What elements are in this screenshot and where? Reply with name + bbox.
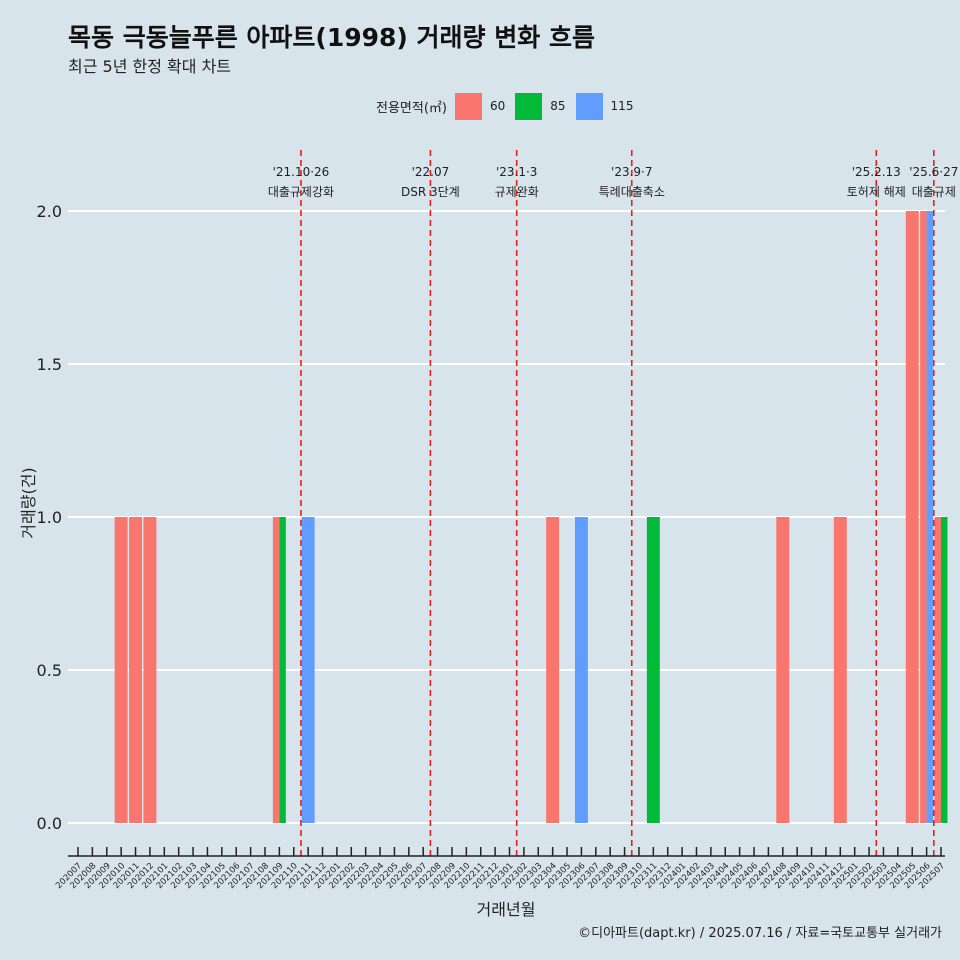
event-date-4: '25.2.13: [852, 165, 901, 179]
bar-115-202306: [574, 517, 588, 823]
bar-115-202111: [301, 517, 315, 823]
bar-60-202304: [546, 517, 560, 823]
y-tick-label: 2.0: [37, 202, 62, 221]
legend-label-85: 85: [550, 99, 566, 113]
bar-60-202012: [143, 517, 157, 823]
event-date-1: '22.07: [412, 165, 450, 179]
event-date-0: '21.10·26: [273, 165, 330, 179]
legend-item-85: 85: [515, 92, 567, 120]
event-date-3: '23.9·7: [611, 165, 652, 179]
event-label-5: 대출규제: [912, 185, 956, 199]
event-date-5: '25.6·27: [909, 165, 958, 179]
event-label-2: 규제완화: [495, 185, 539, 199]
event-label-3: 특례대출축소: [599, 185, 665, 199]
bar-85-202507: [941, 517, 948, 823]
source-caption: ©디아파트(dapt.kr) / 2025.07.16 / 자료=국토교통부 실…: [578, 926, 942, 941]
y-tick-label: 0.0: [37, 814, 62, 833]
chart-subtitle: 최근 5년 한정 확대 차트: [68, 57, 232, 76]
y-tick-label: 1.5: [37, 355, 62, 374]
bar-60-202010: [114, 517, 128, 823]
bar-115-202506: [926, 211, 934, 823]
bar-60-202011: [129, 517, 143, 823]
bar-60-202109: [272, 517, 280, 823]
legend: 전용면적(㎡) 60 85 115: [376, 92, 643, 120]
event-label-1: DSR 3단계: [401, 185, 460, 199]
chart-title: 목동 극동늘푸른 아파트(1998) 거래량 변화 흐름: [68, 23, 595, 52]
bar-85-202311: [646, 517, 660, 823]
legend-title: 전용면적(㎡): [376, 100, 447, 116]
event-date-2: '23.1·3: [496, 165, 537, 179]
bar-85-202109: [279, 517, 286, 823]
x-axis-title: 거래년월: [477, 900, 536, 919]
legend-swatch-115: [575, 92, 603, 120]
legend-item-60: 60: [454, 92, 507, 120]
bar-60-202507: [934, 517, 941, 823]
bar-60-202408: [776, 517, 790, 823]
y-tick-label: 1.0: [37, 508, 62, 527]
bar-60-202412: [833, 517, 847, 823]
legend-label-115: 115: [610, 99, 634, 113]
legend-label-60: 60: [489, 99, 506, 113]
legend-item-115: 115: [575, 92, 636, 120]
bar-60-202506: [920, 211, 927, 823]
event-label-4: 토허제 해제: [847, 185, 906, 199]
legend-swatch-60: [454, 92, 482, 120]
bar-60-202505: [905, 211, 919, 823]
y-axis-title: 거래량(건): [19, 467, 38, 538]
event-label-0: 대출규제강화: [268, 185, 334, 199]
legend-swatch-85: [515, 92, 543, 120]
y-tick-label: 0.5: [37, 661, 62, 680]
